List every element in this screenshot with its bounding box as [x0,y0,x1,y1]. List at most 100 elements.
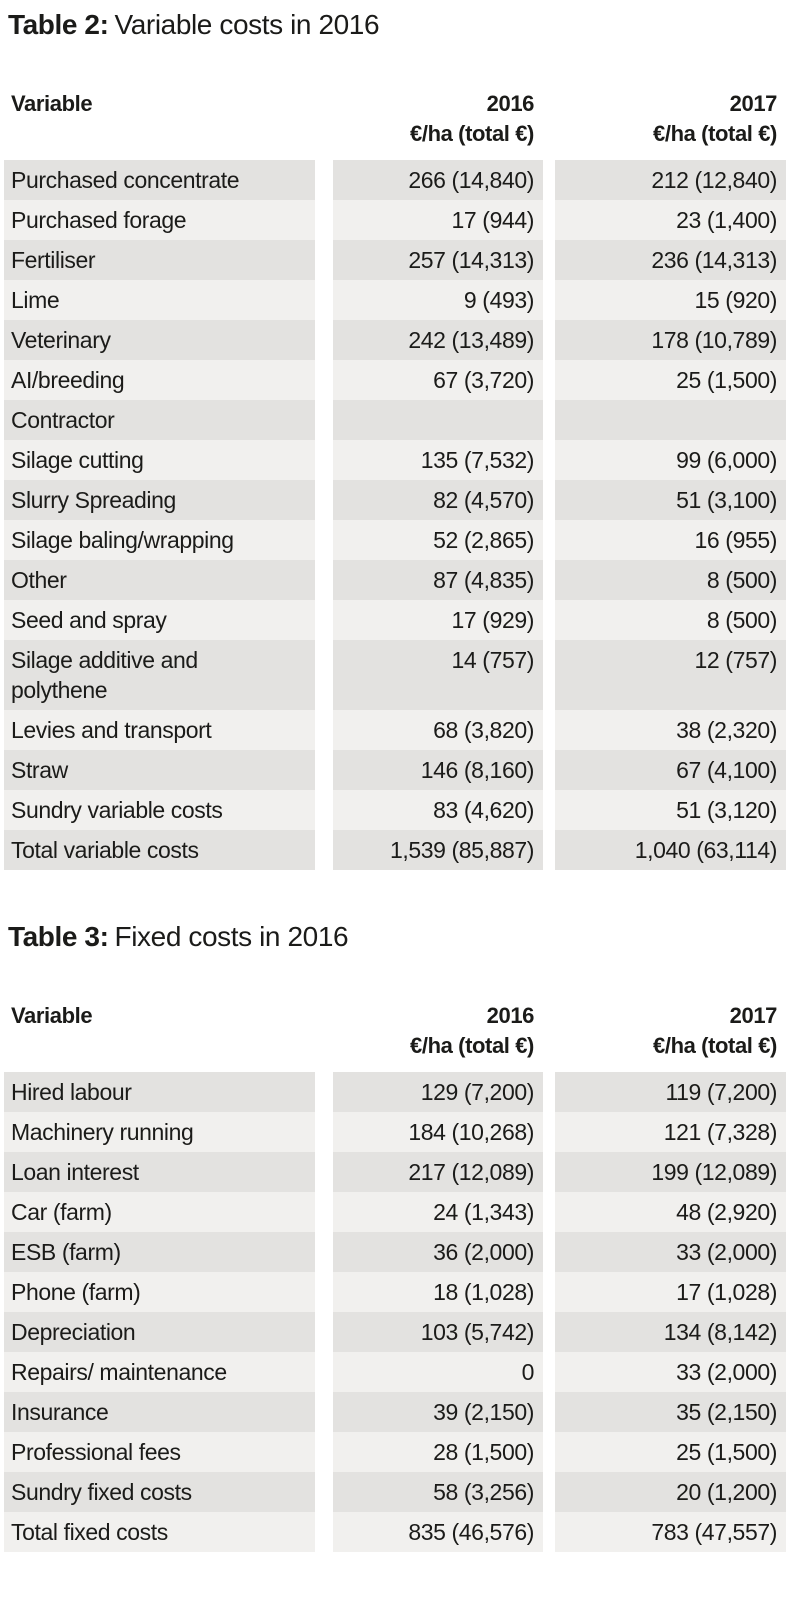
value-2016: 257 (14,313) [333,240,543,280]
value-2017: 48 (2,920) [555,1192,786,1232]
column-gutter [315,996,333,1066]
column-gutter [315,280,333,320]
column-gutter [315,600,333,640]
value-2016: 87 (4,835) [333,560,543,600]
value-2016: 146 (8,160) [333,750,543,790]
column-gutter [543,1312,555,1352]
table-row: Fertiliser 257 (14,313) 236 (14,313) [4,240,786,280]
value-2016: 9 (493) [333,280,543,320]
table-3-title-label: Table 3: [8,921,109,952]
column-gutter [315,320,333,360]
table-row: Sundry variable costs 83 (4,620) 51 (3,120… [4,790,786,830]
column-gutter [543,1072,555,1112]
column-gutter [315,710,333,750]
table-row: Total variable costs 1,539 (85,887) 1,040 … [4,830,786,870]
table-3-header-row: Variable 2016 €/ha (total €) 2017 €/ha (… [4,996,786,1066]
value-2017: 17 (1,028) [555,1272,786,1312]
value-2016: 217 (12,089) [333,1152,543,1192]
column-gutter [543,360,555,400]
table-row: Purchased forage 17 (944) 23 (1,400) [4,200,786,240]
value-2016: 184 (10,268) [333,1112,543,1152]
value-2017: 199 (12,089) [555,1152,786,1192]
value-2017: 33 (2,000) [555,1232,786,1272]
column-gutter [315,1392,333,1432]
table-row: Lime 9 (493) 15 (920) [4,280,786,320]
value-2016: 17 (944) [333,200,543,240]
row-label: Levies and transport [4,710,315,750]
column-gutter [315,84,333,154]
value-2017: 23 (1,400) [555,200,786,240]
table-row: Other 87 (4,835) 8 (500) [4,560,786,600]
column-gutter [315,1192,333,1232]
column-gutter [315,750,333,790]
row-label: Sundry fixed costs [4,1472,315,1512]
column-header-2016: 2016 €/ha (total €) [333,996,543,1066]
value-2017: 16 (955) [555,520,786,560]
table-row: Insurance 39 (2,150) 35 (2,150) [4,1392,786,1432]
column-gutter [543,1152,555,1192]
table-row: Silage additive and polythene 14 (757) 12 … [4,640,786,710]
row-label: Seed and spray [4,600,315,640]
column-gutter [543,1192,555,1232]
value-2016 [333,400,543,440]
value-2017: 1,040 (63,114) [555,830,786,870]
value-2016: 129 (7,200) [333,1072,543,1112]
value-2017: 51 (3,100) [555,480,786,520]
value-2017: 783 (47,557) [555,1512,786,1552]
column-gutter [543,200,555,240]
variable-costs-table-section: Table 2: Variable costs in 2016 Variable … [4,8,786,870]
value-2016: 82 (4,570) [333,480,543,520]
column-gutter [315,1472,333,1512]
table-row: Levies and transport 68 (3,820) 38 (2,320) [4,710,786,750]
column-gutter [315,1152,333,1192]
value-2017: 15 (920) [555,280,786,320]
row-label: Hired labour [4,1072,315,1112]
row-label: Total variable costs [4,830,315,870]
column-gutter [543,1272,555,1312]
column-gutter [315,830,333,870]
column-gutter [543,790,555,830]
row-label: Silage cutting [4,440,315,480]
column-gutter [543,240,555,280]
table-row: Straw 146 (8,160) 67 (4,100) [4,750,786,790]
row-label: Straw [4,750,315,790]
column-gutter [315,440,333,480]
table-row: Purchased concentrate 266 (14,840) 212 (12… [4,160,786,200]
column-gutter [315,1512,333,1552]
table-row: Loan interest 217 (12,089) 199 (12,089) [4,1152,786,1192]
column-gutter [543,440,555,480]
column-header-2017-year: 2017 [729,91,778,116]
value-2017: 33 (2,000) [555,1352,786,1392]
table-row: Depreciation 103 (5,742) 134 (8,142) [4,1312,786,1352]
value-2016: 14 (757) [333,640,543,710]
table-row: Veterinary 242 (13,489) 178 (10,789) [4,320,786,360]
value-2017: 8 (500) [555,600,786,640]
value-2016: 835 (46,576) [333,1512,543,1552]
column-header-2016-unit: €/ha (total €) [410,121,534,146]
column-gutter [543,640,555,710]
value-2017: 134 (8,142) [555,1312,786,1352]
table-row: Phone (farm) 18 (1,028) 17 (1,028) [4,1272,786,1312]
value-2017: 25 (1,500) [555,360,786,400]
row-label: Veterinary [4,320,315,360]
value-2016: 36 (2,000) [333,1232,543,1272]
table-3-title-text: Fixed costs in 2016 [114,921,349,952]
column-gutter [543,320,555,360]
value-2016: 68 (3,820) [333,710,543,750]
column-gutter [543,996,555,1066]
row-label: AI/breeding [4,360,315,400]
column-header-2017-unit: €/ha (total €) [653,121,777,146]
column-header-2017-year: 2017 [729,1003,778,1028]
column-gutter [543,1472,555,1512]
column-gutter [543,830,555,870]
column-gutter [543,84,555,154]
column-gutter [315,520,333,560]
column-gutter [543,400,555,440]
value-2016: 0 [333,1352,543,1392]
column-gutter [315,790,333,830]
row-label: Purchased forage [4,200,315,240]
table-3-rows: Hired labour 129 (7,200) 119 (7,200) Machin… [4,1072,786,1552]
column-gutter [543,1112,555,1152]
column-gutter [315,360,333,400]
value-2016: 83 (4,620) [333,790,543,830]
